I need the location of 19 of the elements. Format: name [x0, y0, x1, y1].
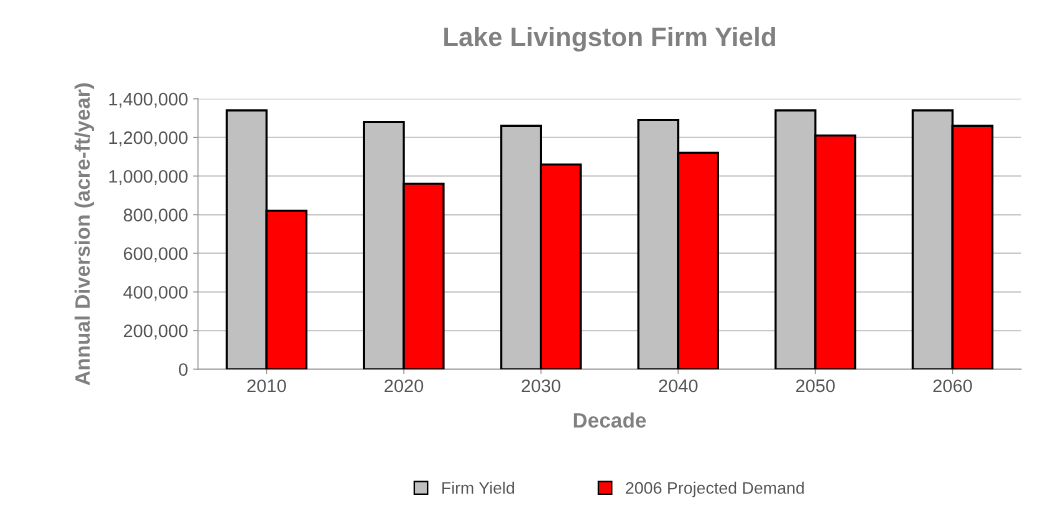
y-tick-label: 1,000,000 [109, 169, 188, 185]
x-tick-label: 2040 [659, 379, 698, 393]
x-tick-label: 2060 [933, 379, 972, 393]
y-tick-label: 400,000 [123, 285, 188, 301]
y-axis-title: Annual Diversion (acre-ft/year) [74, 83, 95, 386]
y-tick-label: 1,400,000 [109, 92, 188, 108]
chart-title: Lake Livingston Firm Yield [444, 26, 776, 52]
x-tick-label: 2050 [796, 379, 835, 393]
x-tick-label: 2030 [521, 379, 561, 393]
y-tick-label: 600,000 [123, 247, 188, 263]
y-tick-label: 0 [178, 363, 188, 376]
legend-label: 2006 Projected Demand [625, 481, 804, 498]
x-tick-label: 2010 [247, 379, 286, 393]
y-tick-label: 200,000 [123, 324, 188, 340]
y-tick-label: 1,200,000 [109, 131, 188, 147]
legend-label: Firm Yield [442, 481, 515, 494]
x-tick-label: 2020 [384, 379, 424, 393]
y-tick-label: 800,000 [123, 208, 188, 224]
x-axis-title: Decade [573, 412, 646, 428]
